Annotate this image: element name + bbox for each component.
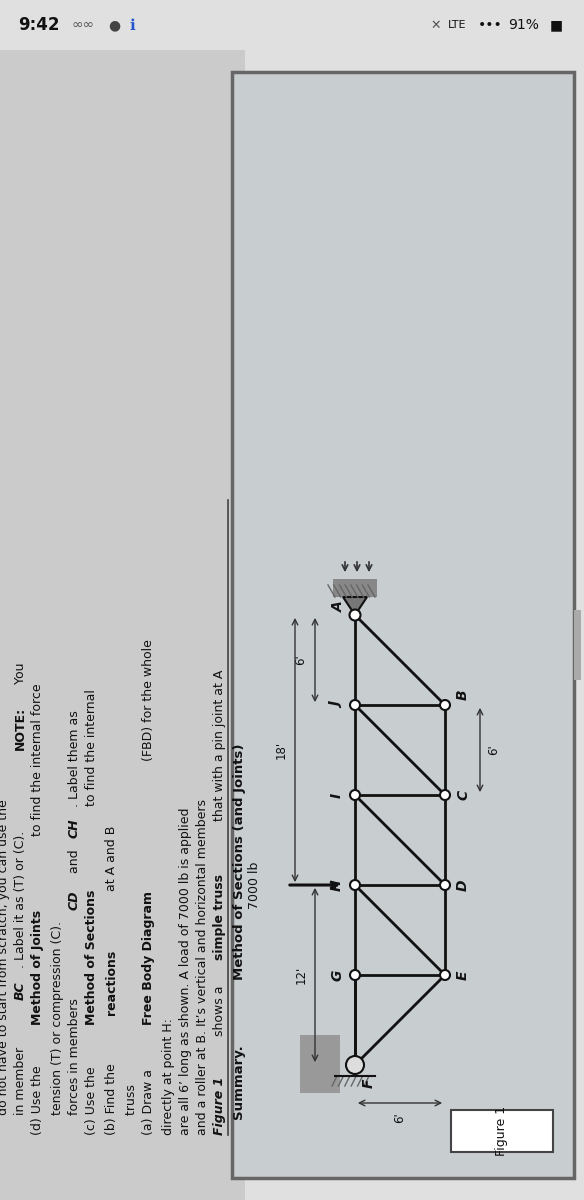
Text: Figure 1: Figure 1 bbox=[213, 1076, 226, 1135]
Text: G: G bbox=[330, 970, 344, 980]
Text: directly at point H:: directly at point H: bbox=[162, 1018, 175, 1135]
Text: that with a pin joint at A: that with a pin joint at A bbox=[213, 670, 226, 826]
Text: forces in members: forces in members bbox=[68, 994, 81, 1135]
FancyBboxPatch shape bbox=[232, 72, 574, 1178]
Text: Method of Sections (and Joints): Method of Sections (and Joints) bbox=[233, 744, 246, 980]
Text: I: I bbox=[330, 792, 344, 798]
Text: 6': 6' bbox=[488, 745, 500, 755]
Text: Figure 1: Figure 1 bbox=[495, 1106, 509, 1156]
Text: (a) Draw a: (a) Draw a bbox=[142, 1066, 155, 1135]
Text: ✕: ✕ bbox=[430, 18, 440, 31]
Text: C: C bbox=[456, 790, 470, 800]
Text: to find the internal force: to find the internal force bbox=[31, 683, 44, 840]
Bar bbox=[574, 610, 581, 680]
Text: tension (T) or compression (C).: tension (T) or compression (C). bbox=[51, 922, 64, 1135]
Circle shape bbox=[350, 700, 360, 710]
Circle shape bbox=[440, 700, 450, 710]
Text: BC: BC bbox=[14, 982, 27, 1000]
Text: reactions: reactions bbox=[105, 949, 118, 1015]
Text: (d) Use the: (d) Use the bbox=[31, 1061, 44, 1135]
Circle shape bbox=[350, 880, 360, 890]
Text: LTE: LTE bbox=[448, 20, 467, 30]
Circle shape bbox=[350, 790, 360, 800]
Text: •••: ••• bbox=[478, 18, 503, 32]
Text: D: D bbox=[456, 880, 470, 890]
Bar bbox=[0, 50, 245, 1200]
Text: are all 6’ long as shown. A load of 7000 lb is applied: are all 6’ long as shown. A load of 7000… bbox=[179, 808, 192, 1135]
Text: Free Body Diagram: Free Body Diagram bbox=[142, 892, 155, 1025]
Text: truss: truss bbox=[125, 1084, 138, 1135]
Text: J: J bbox=[330, 702, 344, 708]
Polygon shape bbox=[343, 598, 367, 616]
Circle shape bbox=[346, 1056, 364, 1074]
Text: CH: CH bbox=[68, 818, 81, 838]
Text: A: A bbox=[332, 601, 346, 612]
Bar bbox=[333, 580, 377, 598]
Text: simple truss: simple truss bbox=[213, 874, 226, 960]
Text: and a roller at B. It’s vertical and horizontal members: and a roller at B. It’s vertical and hor… bbox=[196, 799, 209, 1135]
Text: 9:42: 9:42 bbox=[18, 16, 60, 34]
FancyBboxPatch shape bbox=[451, 1110, 553, 1152]
Text: B: B bbox=[456, 690, 470, 701]
Text: shows a: shows a bbox=[213, 982, 226, 1040]
Text: at A and B: at A and B bbox=[105, 826, 118, 895]
Text: H: H bbox=[330, 880, 344, 890]
Text: 7000 lb: 7000 lb bbox=[249, 862, 262, 908]
Bar bbox=[300, 1036, 340, 1093]
Text: You: You bbox=[14, 662, 27, 688]
Text: and: and bbox=[68, 845, 81, 877]
Text: 91%: 91% bbox=[508, 18, 539, 32]
Text: in member: in member bbox=[14, 1043, 27, 1135]
Text: . Label them as: . Label them as bbox=[68, 710, 81, 808]
Text: Method of Sections: Method of Sections bbox=[85, 889, 98, 1025]
Circle shape bbox=[440, 790, 450, 800]
Text: (b) Find the: (b) Find the bbox=[105, 1060, 118, 1135]
Circle shape bbox=[349, 610, 360, 620]
Text: E: E bbox=[456, 971, 470, 979]
Text: do not have to start from scratch, you can use the: do not have to start from scratch, you c… bbox=[0, 799, 10, 1135]
Circle shape bbox=[350, 970, 360, 980]
Text: . Label it as (T) or (C).: . Label it as (T) or (C). bbox=[14, 827, 27, 968]
Text: ■: ■ bbox=[550, 18, 563, 32]
Text: ●: ● bbox=[108, 18, 120, 32]
Text: to find the internal: to find the internal bbox=[85, 689, 98, 810]
Text: CD: CD bbox=[68, 890, 81, 910]
Text: Method of Joints: Method of Joints bbox=[31, 910, 44, 1025]
Text: (c) Use the: (c) Use the bbox=[85, 1062, 98, 1135]
Text: (FBD) for the whole: (FBD) for the whole bbox=[142, 640, 155, 766]
Text: ℹ: ℹ bbox=[130, 18, 135, 32]
Text: ∞∞: ∞∞ bbox=[72, 18, 95, 32]
Text: 12': 12' bbox=[294, 966, 308, 984]
Text: 6': 6' bbox=[394, 1112, 406, 1123]
Circle shape bbox=[440, 880, 450, 890]
Text: NOTE:: NOTE: bbox=[14, 707, 27, 750]
Text: 6': 6' bbox=[294, 655, 308, 665]
Circle shape bbox=[440, 970, 450, 980]
Text: F: F bbox=[362, 1079, 376, 1087]
Text: 18': 18' bbox=[274, 740, 287, 760]
Text: Summary.: Summary. bbox=[233, 1036, 246, 1120]
